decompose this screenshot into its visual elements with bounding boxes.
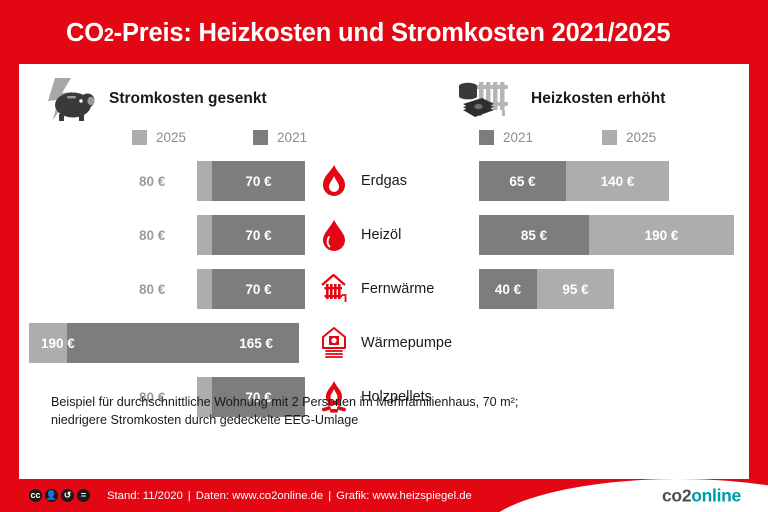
row-category: Heizöl xyxy=(319,215,401,255)
legend-heiz: 2021 2025 xyxy=(479,130,656,145)
legend-item-2025: 2025 xyxy=(602,130,656,145)
legend-swatch-2021 xyxy=(253,130,269,145)
credits-stand: Stand: 11/2020 xyxy=(107,489,183,502)
row-category-label: Fernwärme xyxy=(361,281,435,297)
row-left-outside-label: 80 € xyxy=(139,173,166,189)
row-right-bar: 65 € 140 € xyxy=(479,161,669,201)
bar-segment-2025: 95 € xyxy=(537,269,614,309)
footnote-line-2: niedrigere Stromkosten durch gedeckelte … xyxy=(51,412,359,427)
table-row: 80 € 70 € Heizöl 85 € 190 € xyxy=(19,215,749,255)
sa-icon: ↺ xyxy=(61,489,74,502)
logo-text-co2: co2 xyxy=(662,485,692,505)
row-category-label: Wärmepumpe xyxy=(361,335,453,351)
table-row: 80 € 70 € xyxy=(19,377,749,417)
legend-label-2025: 2025 xyxy=(156,130,187,145)
coins-radiator-icon xyxy=(455,76,521,122)
footnote: Beispiel für durchschnittliche Wohnung m… xyxy=(51,394,518,430)
co2online-logo[interactable]: co2online xyxy=(662,485,741,506)
credits-grafik[interactable]: Grafik: www.heizspiegel.de xyxy=(336,489,472,502)
bar-segment-2025 xyxy=(197,269,212,309)
bar-segment-2021: 65 € xyxy=(479,161,566,201)
row-right-bar: 85 € 190 € xyxy=(479,215,734,255)
row-left-bar: 70 € xyxy=(197,269,305,309)
legend-label-2021: 2021 xyxy=(503,130,534,145)
legend-swatch-2025 xyxy=(602,130,618,145)
logo-text-online: online xyxy=(691,485,741,505)
bar-segment-2025: 190 € xyxy=(589,215,734,255)
nd-icon: = xyxy=(77,489,90,502)
page-title-rest: -Preis: Heizkosten und Stromkosten 2021/… xyxy=(113,18,671,47)
bar-segment-2021: 85 € xyxy=(479,215,589,255)
district-heating-icon xyxy=(319,272,349,306)
legend-strom: 2025 2021 xyxy=(132,130,307,145)
creative-commons-icons: cc 👤 ↺ = xyxy=(29,489,90,502)
heat-pump-icon xyxy=(319,326,349,360)
section-title-heiz: Heizkosten erhöht xyxy=(531,90,666,107)
row-left-bar: 70 € xyxy=(197,215,305,255)
table-row: 190 € 165 € Wärmepum xyxy=(19,323,749,363)
table-row: 80 € 70 € xyxy=(19,269,749,309)
bar-segment-2021: 70 € xyxy=(212,161,305,201)
credits-separator-2: | xyxy=(328,489,332,502)
legend-label-2021: 2021 xyxy=(277,130,308,145)
page-title: CO2-Preis: Heizkosten und Stromkosten 20… xyxy=(66,18,671,48)
legend-swatch-2025 xyxy=(132,130,147,145)
credits-separator-1: | xyxy=(187,489,191,502)
bar-segment-2021: 40 € xyxy=(479,269,537,309)
bar-segment-2025 xyxy=(197,215,212,255)
footnote-line-1: Beispiel für durchschnittliche Wohnung m… xyxy=(51,395,519,409)
content-card: Stromkosten gesenkt xyxy=(19,64,749,479)
row-left-bar: 70 € xyxy=(197,161,305,201)
legend-label-2025: 2025 xyxy=(626,130,657,145)
table-row: 80 € 70 € Erdgas 65 € 140 € xyxy=(19,161,749,201)
row-right-bar: 40 € 95 € xyxy=(479,269,614,309)
by-icon: 👤 xyxy=(45,489,58,502)
legend-swatch-2021 xyxy=(479,130,494,145)
cc-icon: cc xyxy=(29,489,42,502)
legend-item-2025: 2025 xyxy=(132,130,186,145)
row-left-bar: 70 € xyxy=(197,377,305,417)
legend-item-2021: 2021 xyxy=(479,130,533,145)
row-left-bar: 190 € 165 € xyxy=(29,323,299,363)
bar-segment-2025: 140 € xyxy=(566,161,669,201)
bar-segment-2025 xyxy=(197,161,212,201)
flame-icon xyxy=(319,164,349,198)
bar-label-2025: 190 € xyxy=(41,335,75,351)
bar-segment-2021: 70 € xyxy=(212,269,305,309)
bar-segment-2021 xyxy=(67,323,299,363)
bottom-bar: cc 👤 ↺ = Stand: 11/2020 | Daten: www.co2on… xyxy=(0,479,768,512)
legend-item-2021: 2021 xyxy=(253,130,307,145)
oil-drop-icon xyxy=(319,218,349,252)
credits-daten[interactable]: Daten: www.co2online.de xyxy=(195,489,324,502)
section-header-strom: Stromkosten gesenkt xyxy=(41,76,267,122)
page-title-co: CO xyxy=(66,18,104,47)
title-bar: CO2-Preis: Heizkosten und Stromkosten 20… xyxy=(0,0,768,66)
lightning-piggybank-icon xyxy=(41,76,99,122)
row-left-outside-label: 80 € xyxy=(139,281,166,297)
row-category-label: Erdgas xyxy=(361,173,407,189)
bar-segment-2025 xyxy=(29,323,67,363)
row-category-label: Holzpellets xyxy=(361,389,432,405)
bar-label-2021: 165 € xyxy=(239,335,273,351)
pellet-fire-icon xyxy=(319,380,349,414)
page-title-subscript: 2 xyxy=(103,24,114,45)
bar-segment-2021: 70 € xyxy=(212,215,305,255)
bar-segment-2025 xyxy=(197,377,212,417)
section-header-heiz: Heizkosten erhöht xyxy=(455,76,665,122)
row-category: Wärmepumpe xyxy=(319,323,452,363)
row-left-outside-label: 80 € xyxy=(139,227,166,243)
bar-segment-2021: 70 € xyxy=(212,377,305,417)
credits-text: Stand: 11/2020 | Daten: www.co2online.de | G… xyxy=(107,490,472,502)
row-category: Erdgas xyxy=(319,161,407,201)
row-category: Fernwärme xyxy=(319,269,434,309)
row-left-outside-label: 80 € xyxy=(139,389,166,405)
row-category-label: Heizöl xyxy=(361,227,402,243)
section-title-strom: Stromkosten gesenkt xyxy=(109,90,267,107)
row-category: Holzpellets xyxy=(319,377,432,417)
